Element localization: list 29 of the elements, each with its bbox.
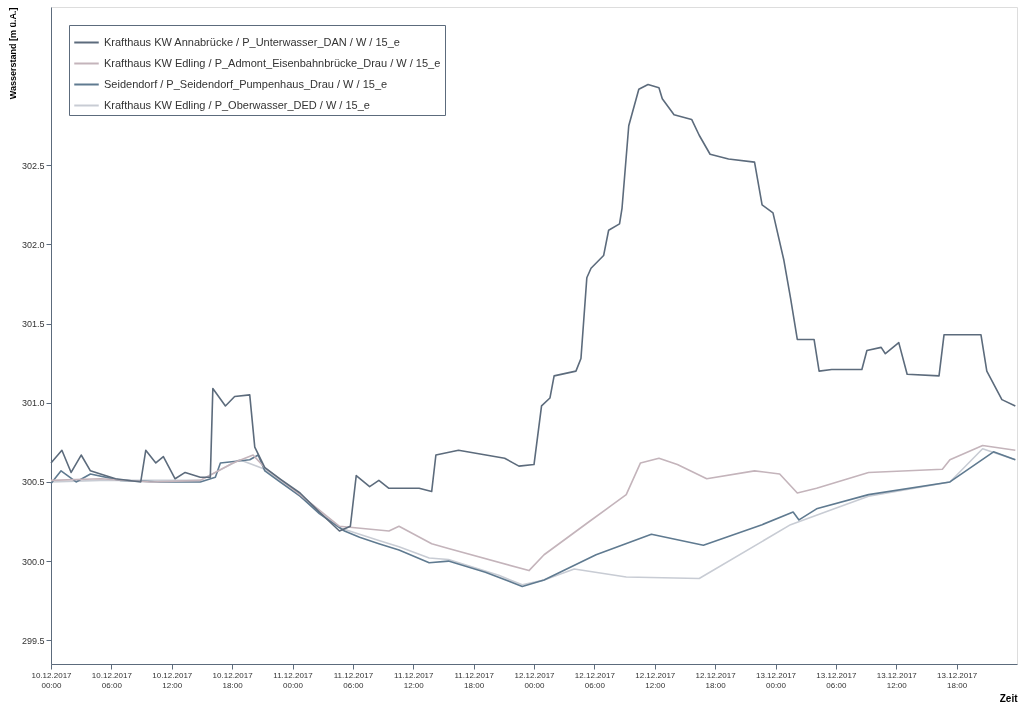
legend-label: Krafthaus KW Edling / P_Oberwasser_DED / W / 15_e xyxy=(104,98,370,111)
y-tick-label: 301.5 xyxy=(21,319,45,330)
y-tick-label: 300.0 xyxy=(21,556,45,567)
x-tick-label: 11.12.2017 12:00 xyxy=(394,670,435,690)
x-tick-label: 11.12.2017 00:00 xyxy=(273,670,314,690)
x-tick-label: 10.12.2017 12:00 xyxy=(152,670,193,690)
x-tick-label: 12.12.2017 18:00 xyxy=(695,670,737,690)
x-tick-label: 12.12.2017 12:00 xyxy=(635,670,676,690)
x-tick-label: 10.12.2017 06:00 xyxy=(91,670,133,690)
x-tick-label: 10.12.2017 00:00 xyxy=(31,670,73,690)
legend-label: Krafthaus KW Edling / P_Admont_Eisenbahnbrücke_Drau / W / 15_e xyxy=(104,56,441,69)
x-tick-label: 13.12.2017 06:00 xyxy=(816,670,857,690)
x-tick-label: 13.12.2017 18:00 xyxy=(937,670,978,690)
x-tick-label: 11.12.2017 06:00 xyxy=(333,670,374,690)
x-tick-label: 12.12.2017 00:00 xyxy=(514,670,556,690)
y-tick-label: 301.0 xyxy=(21,398,45,409)
x-axis-title: Zeit xyxy=(999,692,1019,704)
x-tick-label: 13.12.2017 00:00 xyxy=(755,670,797,690)
x-tick-label: 13.12.2017 12:00 xyxy=(876,670,918,690)
x-tick-label: 12.12.2017 06:00 xyxy=(574,670,616,690)
y-axis-title: Wasserstand [m ü.A.] xyxy=(7,7,18,100)
y-tick-label: 302.0 xyxy=(21,239,45,250)
y-tick-label: 300.5 xyxy=(21,477,45,488)
x-tick-label: 10.12.2017 18:00 xyxy=(212,670,254,690)
y-tick-label: 302.5 xyxy=(21,160,45,171)
y-tick-label: 299.5 xyxy=(21,635,45,646)
x-tick-label: 11.12.2017 18:00 xyxy=(454,670,495,690)
legend-label: Krafthaus KW Annabrücke / P_Unterwasser_DAN / W / 15_e xyxy=(104,35,400,48)
legend-label: Seidendorf / P_Seidendorf_Pumpenhaus_Drau / W / 15_e xyxy=(104,77,388,90)
